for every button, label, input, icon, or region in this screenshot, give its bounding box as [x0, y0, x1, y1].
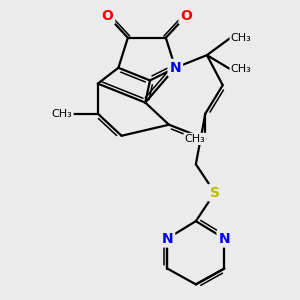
Text: N: N: [218, 232, 230, 245]
Text: CH₃: CH₃: [184, 134, 205, 144]
Text: N: N: [169, 61, 181, 75]
Text: CH₃: CH₃: [52, 109, 73, 118]
Text: N: N: [162, 232, 173, 245]
Text: O: O: [101, 9, 113, 22]
Text: CH₃: CH₃: [231, 33, 251, 43]
Text: CH₃: CH₃: [231, 64, 251, 74]
Text: O: O: [180, 9, 192, 22]
Text: S: S: [210, 186, 220, 200]
